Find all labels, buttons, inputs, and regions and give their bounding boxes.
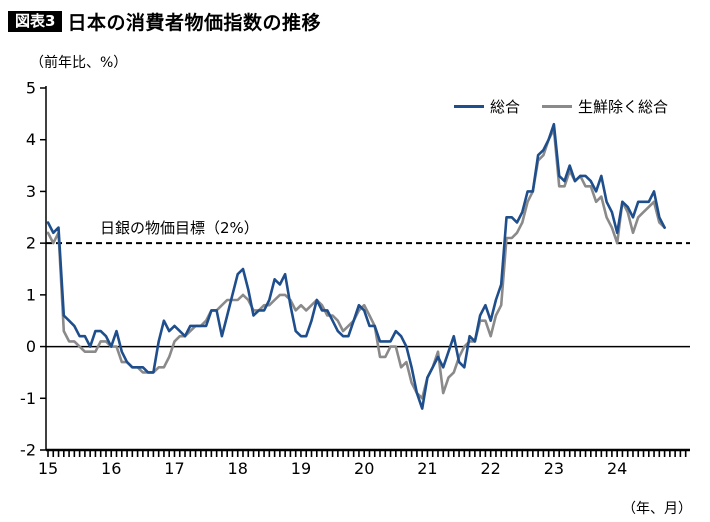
y-tick-label: 2 bbox=[26, 234, 36, 253]
y-axis-caption: （前年比、%） bbox=[30, 55, 128, 71]
x-year-label: 23 bbox=[544, 459, 564, 478]
x-year-label: 21 bbox=[417, 459, 437, 478]
x-year-label: 22 bbox=[481, 459, 501, 478]
y-tick-label: -1 bbox=[20, 389, 36, 408]
figure-number-badge: 図表3 bbox=[8, 11, 63, 32]
y-tick-label: -2 bbox=[20, 441, 36, 460]
legend-item-overall: 総合 bbox=[453, 96, 520, 117]
y-tick-label: 3 bbox=[26, 182, 36, 201]
y-tick-label: 5 bbox=[26, 79, 36, 98]
legend-item-core: 生鮮除く総合 bbox=[541, 96, 668, 117]
x-axis-caption: （年、月） bbox=[622, 501, 692, 517]
overall-line-swatch bbox=[453, 105, 484, 108]
x-year-label: 17 bbox=[164, 459, 184, 478]
x-year-label: 19 bbox=[291, 459, 311, 478]
x-year-label: 16 bbox=[101, 459, 121, 478]
x-year-label: 15 bbox=[38, 459, 58, 478]
core-line-swatch bbox=[541, 105, 572, 108]
legend-label-core: 生鮮除く総合 bbox=[577, 98, 668, 116]
series-line-overall bbox=[46, 122, 666, 410]
x-year-label: 24 bbox=[607, 459, 627, 478]
x-year-label: 20 bbox=[354, 459, 374, 478]
y-tick-label: 1 bbox=[26, 285, 36, 304]
chart-legend: 総合 生鮮除く総合 bbox=[453, 96, 668, 117]
y-tick-label: 0 bbox=[26, 337, 36, 356]
boj-target-label: 日銀の物価目標（2%） bbox=[100, 219, 259, 237]
chart-header: 図表3 日本の消費者物価指数の推移 bbox=[8, 8, 321, 35]
y-tick-label: 4 bbox=[26, 130, 36, 149]
x-year-label: 18 bbox=[228, 459, 248, 478]
legend-label-overall: 総合 bbox=[489, 98, 520, 116]
chart-title: 日本の消費者物価指数の推移 bbox=[67, 12, 321, 34]
